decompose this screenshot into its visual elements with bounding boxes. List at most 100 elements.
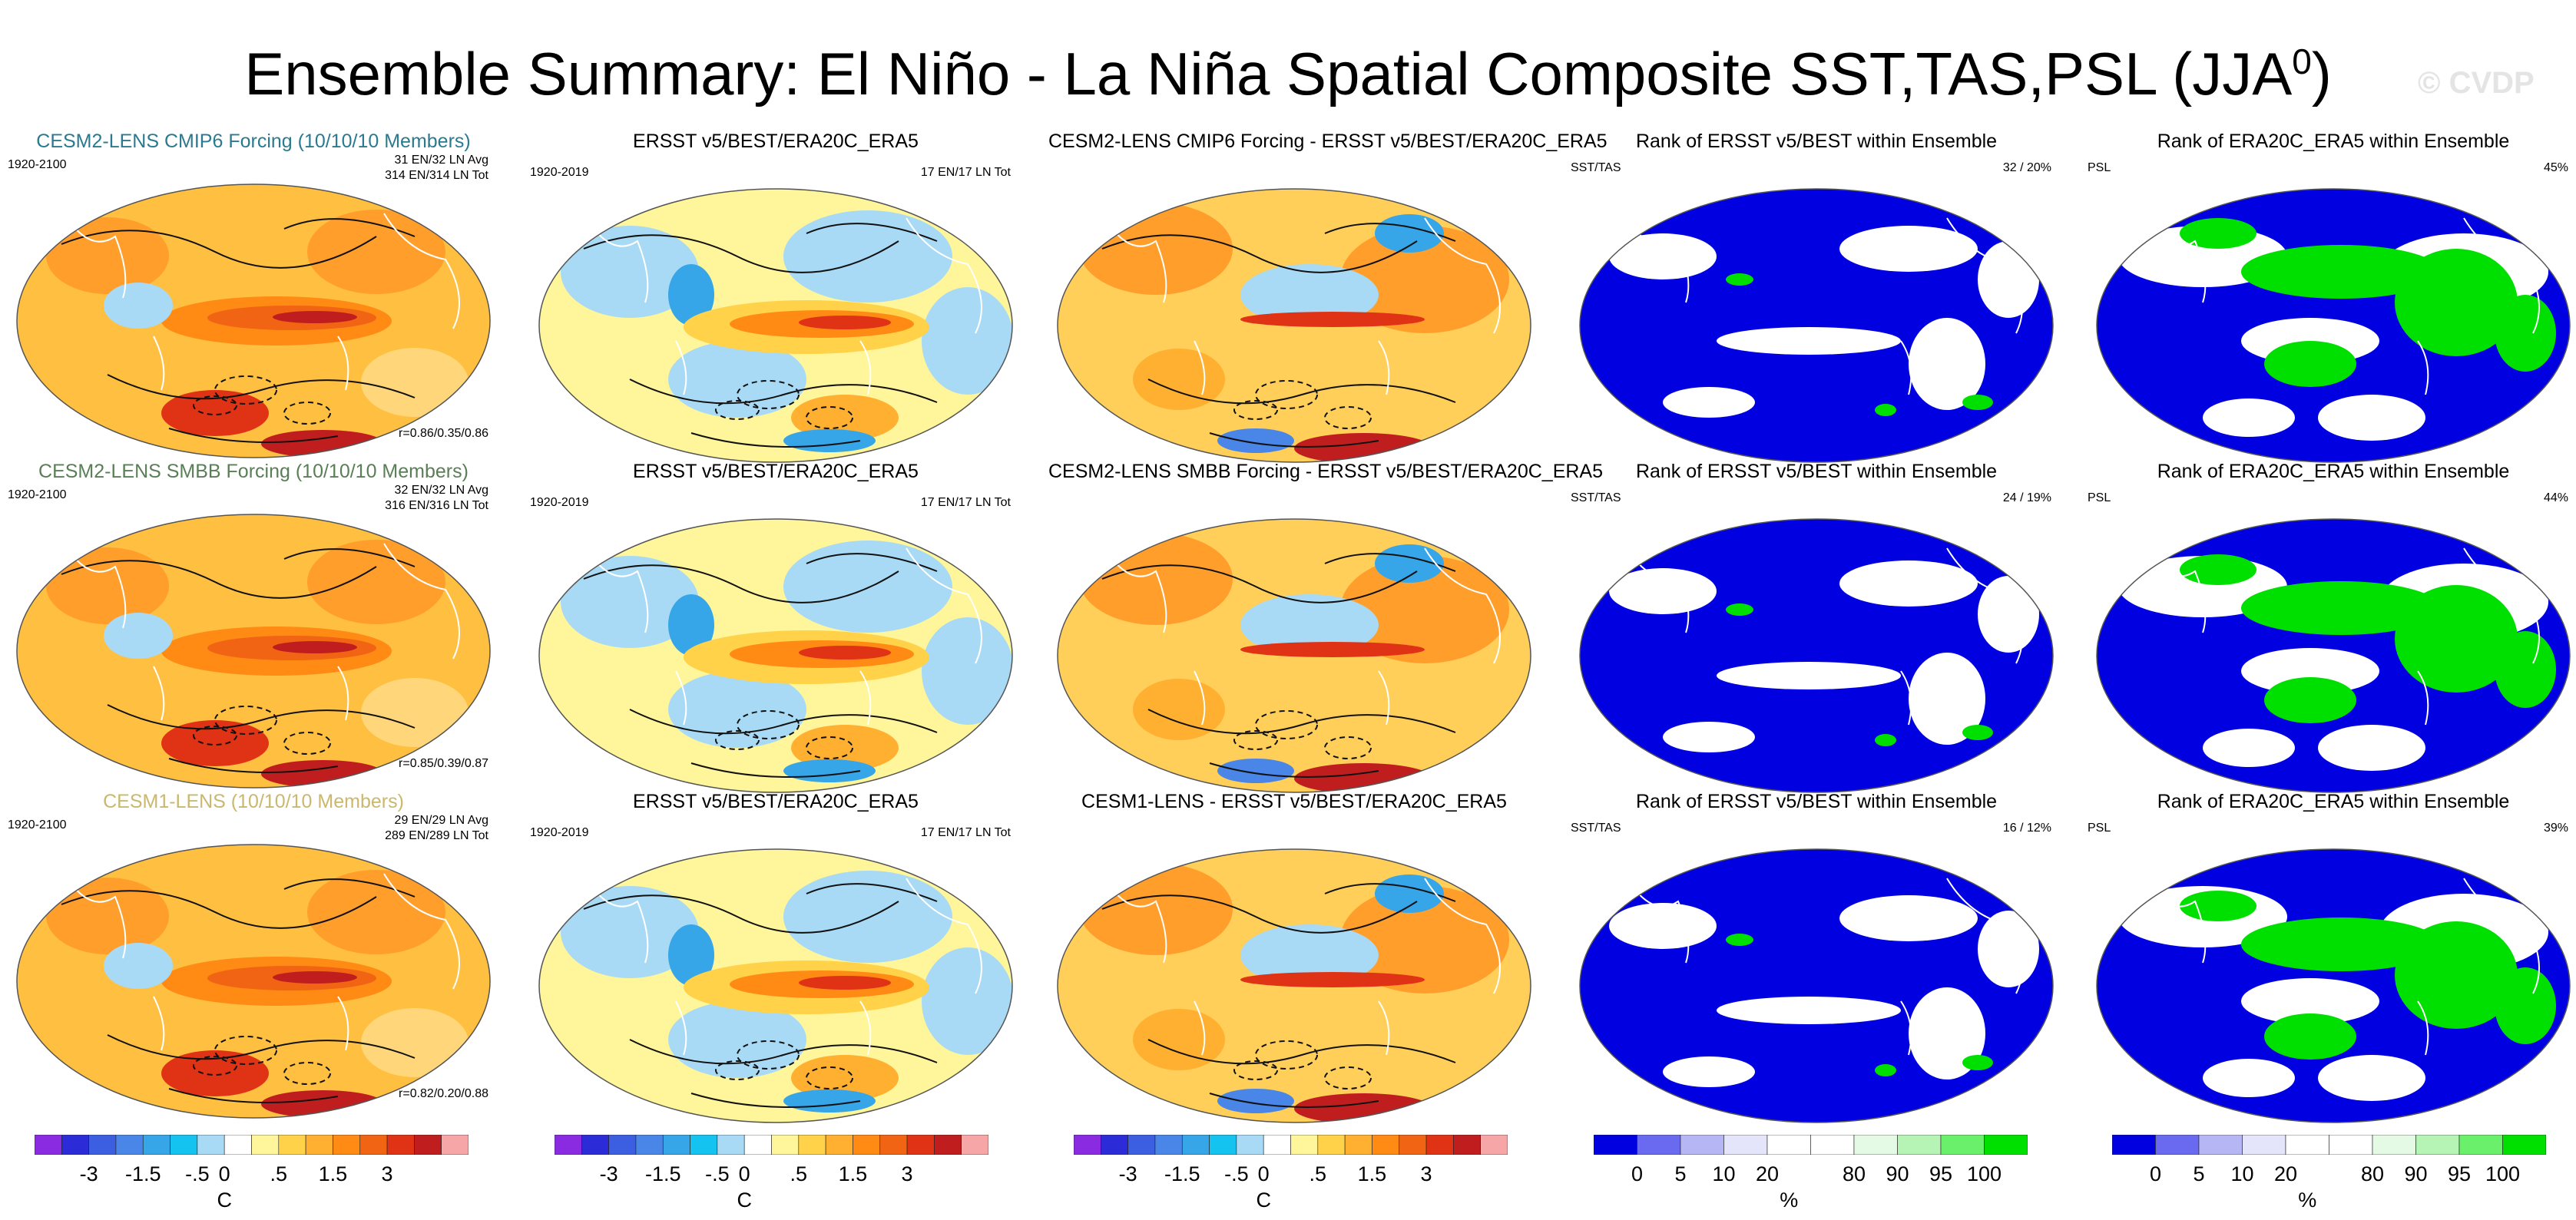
rank-middle-region	[2318, 1055, 2425, 1101]
panel-row2-col1: CESM2-LENS SMBB Forcing (10/10/10 Member…	[8, 461, 499, 791]
rank-map	[2096, 188, 2571, 463]
colorbar-tick-label: 1.5	[1357, 1162, 1387, 1185]
panel-title: Rank of ERSST v5/BEST within Ensemble	[1635, 791, 1998, 812]
psl-contour	[61, 890, 377, 929]
colorbar-swatch	[2155, 1134, 2200, 1156]
rank-middle-region	[1909, 318, 1985, 410]
event-count-total: 17 EN/17 LN Tot	[920, 166, 1011, 179]
colorbar-swatch	[1181, 1134, 1210, 1156]
colorbar-tick-label: 0	[738, 1162, 750, 1185]
composite-map	[16, 183, 491, 458]
colorbar-tick-label: 0	[2149, 1162, 2162, 1185]
psl-contour	[168, 1088, 339, 1103]
colorbar-swatch	[1101, 1134, 1128, 1156]
negative-psl-contour	[214, 375, 277, 405]
panel-row1-col1: CESM2-LENS CMIP6 Forcing (10/10/10 Membe…	[8, 131, 499, 461]
rank-middle-region	[2318, 725, 2425, 771]
map-outline	[1057, 848, 1531, 1123]
coastline	[1109, 547, 1501, 726]
psl-contour	[1101, 234, 1418, 273]
rank-high-region	[2395, 921, 2518, 1029]
southern-cool-anomaly	[1217, 428, 1294, 453]
psl-contour	[61, 560, 377, 599]
event-count-avg: 29 EN/29 LN Avg	[394, 814, 488, 827]
colorbar-tick-label: -3	[599, 1162, 618, 1185]
rank-middle-region	[1609, 903, 1717, 949]
panel-row1-col5: Rank of ERA20C_ERA5 within Ensemble PSL 45…	[2088, 131, 2576, 463]
composite-map	[16, 514, 491, 789]
psl-contour	[629, 1039, 938, 1065]
rank-middle-region	[1663, 1056, 1755, 1087]
negative-psl-contour	[283, 732, 331, 755]
colorbar-swatch	[635, 1134, 664, 1156]
cool-anomaly	[668, 924, 714, 986]
psl-contour	[61, 230, 377, 269]
rank-map	[1579, 188, 2054, 463]
warm-anomaly	[46, 217, 169, 294]
psl-contour	[1209, 1093, 1379, 1108]
period-label: 1920-2019	[530, 826, 589, 839]
variable-label: PSL	[2088, 822, 2111, 835]
colorbar-swatches	[1593, 1134, 2028, 1156]
negative-psl-contour	[283, 1062, 331, 1085]
negative-psl-contour	[737, 380, 800, 409]
cool-anomaly	[783, 541, 952, 633]
rank-middle-region	[1909, 653, 1985, 745]
colorbar-swatch	[2415, 1134, 2460, 1156]
coastline	[591, 217, 982, 395]
colorbar-tick-label: -.5	[705, 1162, 730, 1185]
panel-row3-col3: CESM1-LENS - ERSST v5/BEST/ERA20C_ERA5	[1048, 791, 1540, 1123]
southern-anomaly	[161, 1050, 269, 1096]
colorbar-swatch	[414, 1134, 442, 1156]
warm-anomaly	[307, 870, 445, 954]
rank-map	[2096, 518, 2571, 793]
colorbar-swatch	[1810, 1134, 1855, 1156]
rank-middle-region	[1839, 226, 1978, 272]
rank-middle-region	[2318, 395, 2425, 441]
rank-high-region	[2264, 341, 2356, 387]
colorbar-tick-label: 100	[1966, 1162, 2002, 1185]
colorbar-tick-label: 0	[1631, 1162, 1644, 1185]
southern-anomaly	[791, 1055, 899, 1101]
colorbar-unit: %	[1780, 1189, 1799, 1212]
enso-difference	[1240, 312, 1425, 327]
cool-anomaly	[922, 287, 1012, 395]
rank-background	[1580, 849, 2053, 1122]
colorbar-tick-label: 20	[2273, 1162, 2298, 1185]
colorbar-swatch	[1399, 1134, 1427, 1156]
psl-contour	[107, 704, 416, 730]
negative-psl-contour	[214, 1036, 277, 1065]
negative-psl-contour	[193, 1056, 237, 1076]
negative-psl-contour	[1255, 1040, 1318, 1070]
warm-anomaly	[1340, 226, 1509, 333]
psl-contour	[107, 374, 416, 400]
period-label: 1920-2019	[530, 166, 589, 179]
cool-anomaly	[1240, 264, 1379, 326]
colorbar-tick-label: 10	[1712, 1162, 1736, 1185]
negative-psl-contour	[1233, 400, 1278, 420]
rank-high-region	[2264, 1013, 2356, 1060]
colorbar-swatch	[934, 1134, 962, 1156]
panel-row2-col3: CESM2-LENS SMBB Forcing - ERSST v5/BEST/…	[1048, 461, 1603, 793]
map-outline	[538, 848, 1013, 1123]
cool-anomaly	[104, 283, 173, 329]
warm-anomaly	[307, 540, 445, 624]
variable-label: SST/TAS	[1571, 491, 1621, 504]
colorbar-swatches	[34, 1134, 469, 1156]
panel-title: CESM2-LENS SMBB Forcing (10/10/10 Member…	[38, 461, 469, 482]
colorbar-swatch	[1940, 1134, 1985, 1156]
rank-high-region	[1875, 1064, 1896, 1076]
enso-warm-max	[273, 641, 357, 653]
panel-row2-col2: ERSST v5/BEST/ERA20C_ERA5 1920-2019 17 EN/…	[530, 461, 1021, 793]
colorbar-tick-label: 1.5	[318, 1162, 348, 1185]
warm-anomaly	[307, 210, 445, 294]
panel-title: Rank of ERSST v5/BEST within Ensemble	[1635, 131, 1998, 152]
coastline	[2148, 217, 2540, 395]
coastline	[1109, 878, 1501, 1056]
cool-anomaly	[1240, 924, 1379, 986]
map-outline	[1579, 518, 2054, 793]
colorbar-swatch	[251, 1134, 280, 1156]
southern-cool-anomaly	[783, 1089, 876, 1113]
colorbar-tick-label: 10	[2230, 1162, 2254, 1185]
pattern-correlation: r=0.82/0.20/0.88	[399, 1087, 488, 1100]
